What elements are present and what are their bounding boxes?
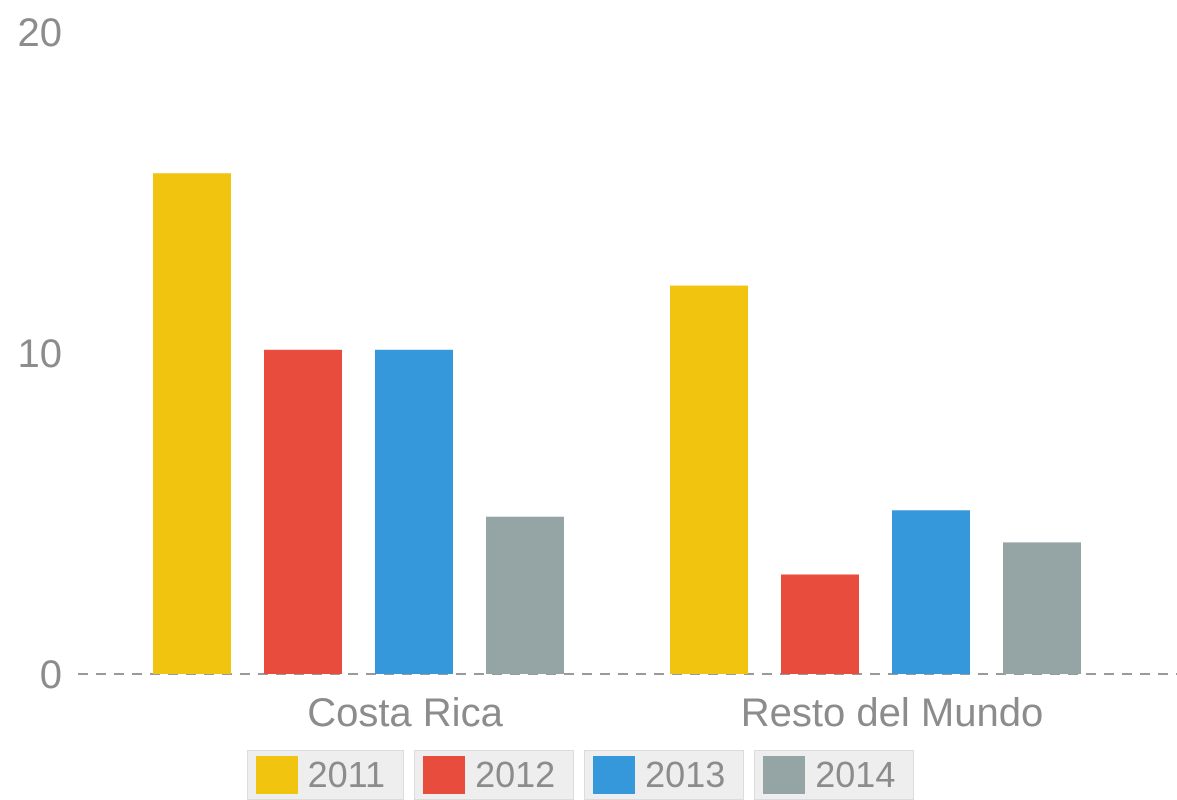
bar-2012-costa-rica[interactable]	[264, 349, 342, 674]
y-tick-label: 0	[40, 653, 62, 697]
legend-label: 2012	[475, 754, 556, 795]
legend-swatch	[255, 756, 298, 794]
bar-2014-costa-rica[interactable]	[486, 516, 564, 674]
legend-item-2012[interactable]: 2012	[414, 750, 575, 800]
legend: 2011 2012 2013 2014	[0, 750, 1169, 800]
bar-2014-resto-del-mundo[interactable]	[1003, 542, 1081, 674]
bar-2011-costa-rica[interactable]	[153, 173, 231, 675]
bar-2012-resto-del-mundo[interactable]	[781, 574, 859, 674]
y-tick-label: 10	[18, 332, 63, 376]
y-axis-ticks: 0 10 20	[18, 11, 63, 697]
x-category-label: Costa Rica	[307, 691, 503, 735]
legend-label: 2014	[815, 754, 896, 795]
legend-item-2011[interactable]: 2011	[246, 750, 405, 800]
bar-2011-resto-del-mundo[interactable]	[670, 285, 748, 674]
legend-swatch	[593, 756, 636, 794]
y-tick-label: 20	[18, 11, 63, 55]
x-axis-categories: Costa Rica Resto del Mundo	[307, 691, 1043, 735]
legend-item-2014[interactable]: 2014	[754, 750, 915, 800]
legend-label: 2013	[645, 754, 726, 795]
bars	[153, 173, 1081, 675]
bar-2013-costa-rica[interactable]	[375, 349, 453, 674]
legend-swatch	[763, 756, 806, 794]
legend-swatch	[423, 756, 466, 794]
legend-label: 2011	[307, 754, 386, 795]
legend-item-2013[interactable]: 2013	[584, 750, 745, 800]
x-category-label: Resto del Mundo	[741, 691, 1043, 735]
bar-2013-resto-del-mundo[interactable]	[892, 510, 970, 674]
